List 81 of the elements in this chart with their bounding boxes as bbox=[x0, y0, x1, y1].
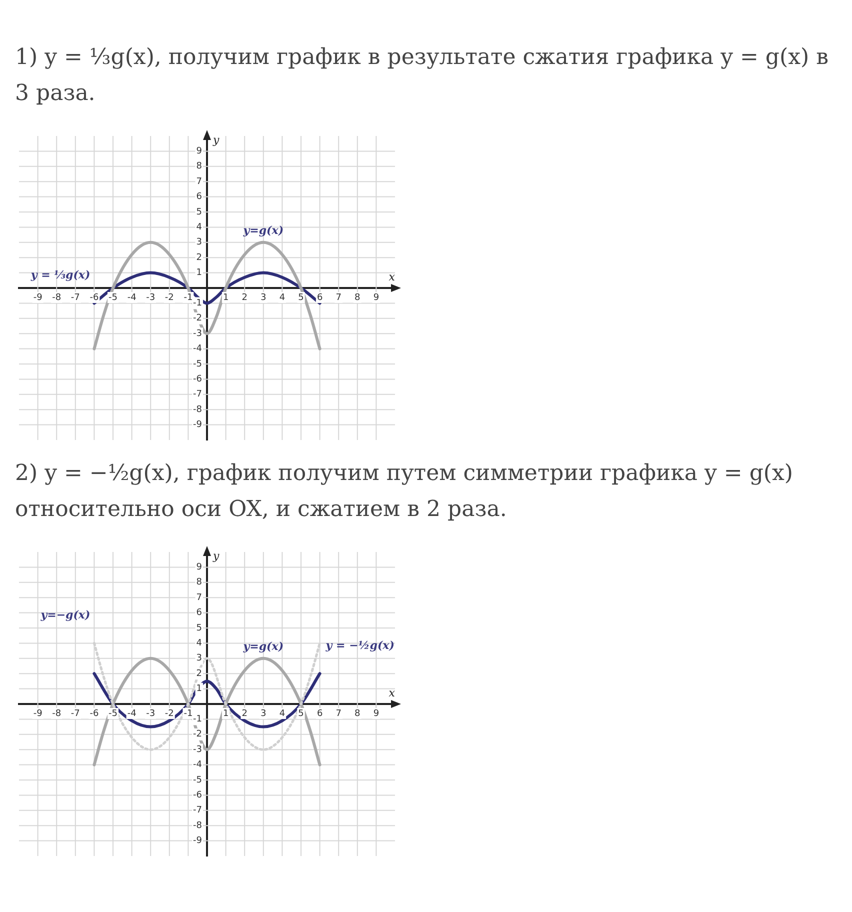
annotation: y=−g(x) bbox=[40, 608, 90, 622]
y-tick-label: -5 bbox=[193, 775, 202, 786]
x-tick-label: -6 bbox=[90, 708, 99, 719]
y-tick-label: -5 bbox=[193, 359, 202, 370]
y-tick-label: 7 bbox=[196, 592, 202, 603]
y-tick-label: 4 bbox=[196, 222, 202, 233]
y-tick-label: -4 bbox=[193, 760, 202, 770]
x-tick-label: 5 bbox=[298, 708, 304, 719]
x-tick-label: 7 bbox=[336, 708, 342, 719]
x-tick-label: 8 bbox=[354, 708, 361, 719]
y-axis-title: y bbox=[212, 549, 220, 562]
x-tick-label: 6 bbox=[316, 292, 323, 303]
annotation: y = ⅓g(x) bbox=[30, 268, 90, 282]
annotation: y=g(x) bbox=[242, 224, 284, 237]
x-tick-label: 8 bbox=[354, 292, 361, 303]
y-tick-label: -7 bbox=[193, 806, 202, 816]
y-tick-label: -6 bbox=[193, 374, 202, 385]
y-axis-title: y bbox=[212, 133, 220, 146]
x-tick-label: -6 bbox=[90, 292, 99, 303]
x-tick-label: 2 bbox=[242, 292, 248, 303]
y-tick-label: 8 bbox=[196, 162, 202, 172]
y-tick-label: -2 bbox=[193, 730, 202, 740]
y-tick-label: -3 bbox=[193, 744, 202, 755]
x-tick-label: 9 bbox=[373, 708, 380, 719]
x-tick-label: -4 bbox=[127, 292, 137, 303]
x-tick-label: -7 bbox=[70, 708, 80, 719]
y-tick-label: 1 bbox=[196, 684, 202, 694]
y-tick-label: -9 bbox=[193, 420, 202, 430]
x-tick-label: -9 bbox=[33, 292, 43, 303]
x-tick-label: 2 bbox=[242, 708, 248, 719]
x-tick-label: -3 bbox=[146, 708, 156, 719]
x-tick-label: 3 bbox=[260, 708, 266, 719]
x-tick-label: 1 bbox=[222, 708, 229, 719]
chart-title: 2) y = −½g(x), график получим путем симметрии графика y = g(x) относительно оси OX, и сжатием в 2 раза. bbox=[15, 460, 794, 524]
y-tick-label: -7 bbox=[193, 390, 202, 400]
y-tick-label: -9 bbox=[193, 836, 202, 846]
x-tick-label: -8 bbox=[52, 292, 62, 303]
y-tick-label: -3 bbox=[193, 328, 202, 339]
y-tick-label: 2 bbox=[196, 252, 202, 263]
x-tick-label: 4 bbox=[279, 292, 286, 303]
y-tick-label: 6 bbox=[196, 192, 202, 202]
x-axis-title: x bbox=[388, 270, 396, 284]
x-tick-label: -7 bbox=[70, 292, 80, 303]
y-tick-label: 6 bbox=[196, 608, 202, 618]
y-tick-label: 5 bbox=[196, 207, 202, 218]
annotation: y=g(x) bbox=[242, 640, 284, 653]
x-tick-label: -3 bbox=[146, 292, 156, 303]
x-tick-label: 5 bbox=[298, 292, 304, 303]
y-tick-label: -6 bbox=[193, 790, 202, 801]
y-tick-label: -2 bbox=[193, 314, 202, 324]
y-tick-label: 2 bbox=[196, 668, 202, 679]
y-tick-label: 3 bbox=[196, 238, 202, 248]
y-tick-label: -4 bbox=[193, 344, 202, 354]
x-tick-label: -1 bbox=[184, 292, 193, 303]
y-tick-label: -8 bbox=[193, 404, 202, 415]
x-tick-label: -1 bbox=[184, 708, 193, 719]
x-tick-label: 4 bbox=[279, 708, 286, 719]
x-axis-title: x bbox=[388, 686, 396, 700]
x-tick-label: -5 bbox=[108, 708, 118, 719]
y-tick-label: 4 bbox=[196, 638, 202, 649]
x-tick-label: -9 bbox=[33, 708, 43, 719]
y-tick-label: 9 bbox=[196, 562, 202, 573]
x-tick-label: -8 bbox=[52, 708, 62, 719]
x-tick-label: -2 bbox=[164, 292, 174, 303]
x-tick-label: -4 bbox=[127, 708, 137, 719]
y-tick-label: 5 bbox=[196, 623, 202, 634]
y-tick-label: 7 bbox=[196, 176, 202, 187]
y-tick-label: 9 bbox=[196, 146, 202, 157]
x-tick-label: -2 bbox=[164, 708, 174, 719]
y-tick-label: -8 bbox=[193, 820, 202, 831]
annotation: y = −½g(x) bbox=[324, 638, 394, 652]
x-tick-label: 9 bbox=[373, 292, 380, 303]
y-tick-label: 3 bbox=[196, 654, 202, 664]
x-tick-label: 6 bbox=[316, 708, 323, 719]
x-tick-label: 7 bbox=[336, 292, 342, 303]
y-tick-label: 1 bbox=[196, 268, 202, 278]
chart-title: 1) y = ⅓g(x), получим график в результате сжатия графика y = g(x) в 3 раза. bbox=[15, 44, 830, 108]
y-tick-label: 8 bbox=[196, 578, 202, 588]
x-tick-label: 3 bbox=[260, 292, 266, 303]
x-tick-label: -5 bbox=[108, 292, 118, 303]
x-tick-label: 1 bbox=[222, 292, 229, 303]
